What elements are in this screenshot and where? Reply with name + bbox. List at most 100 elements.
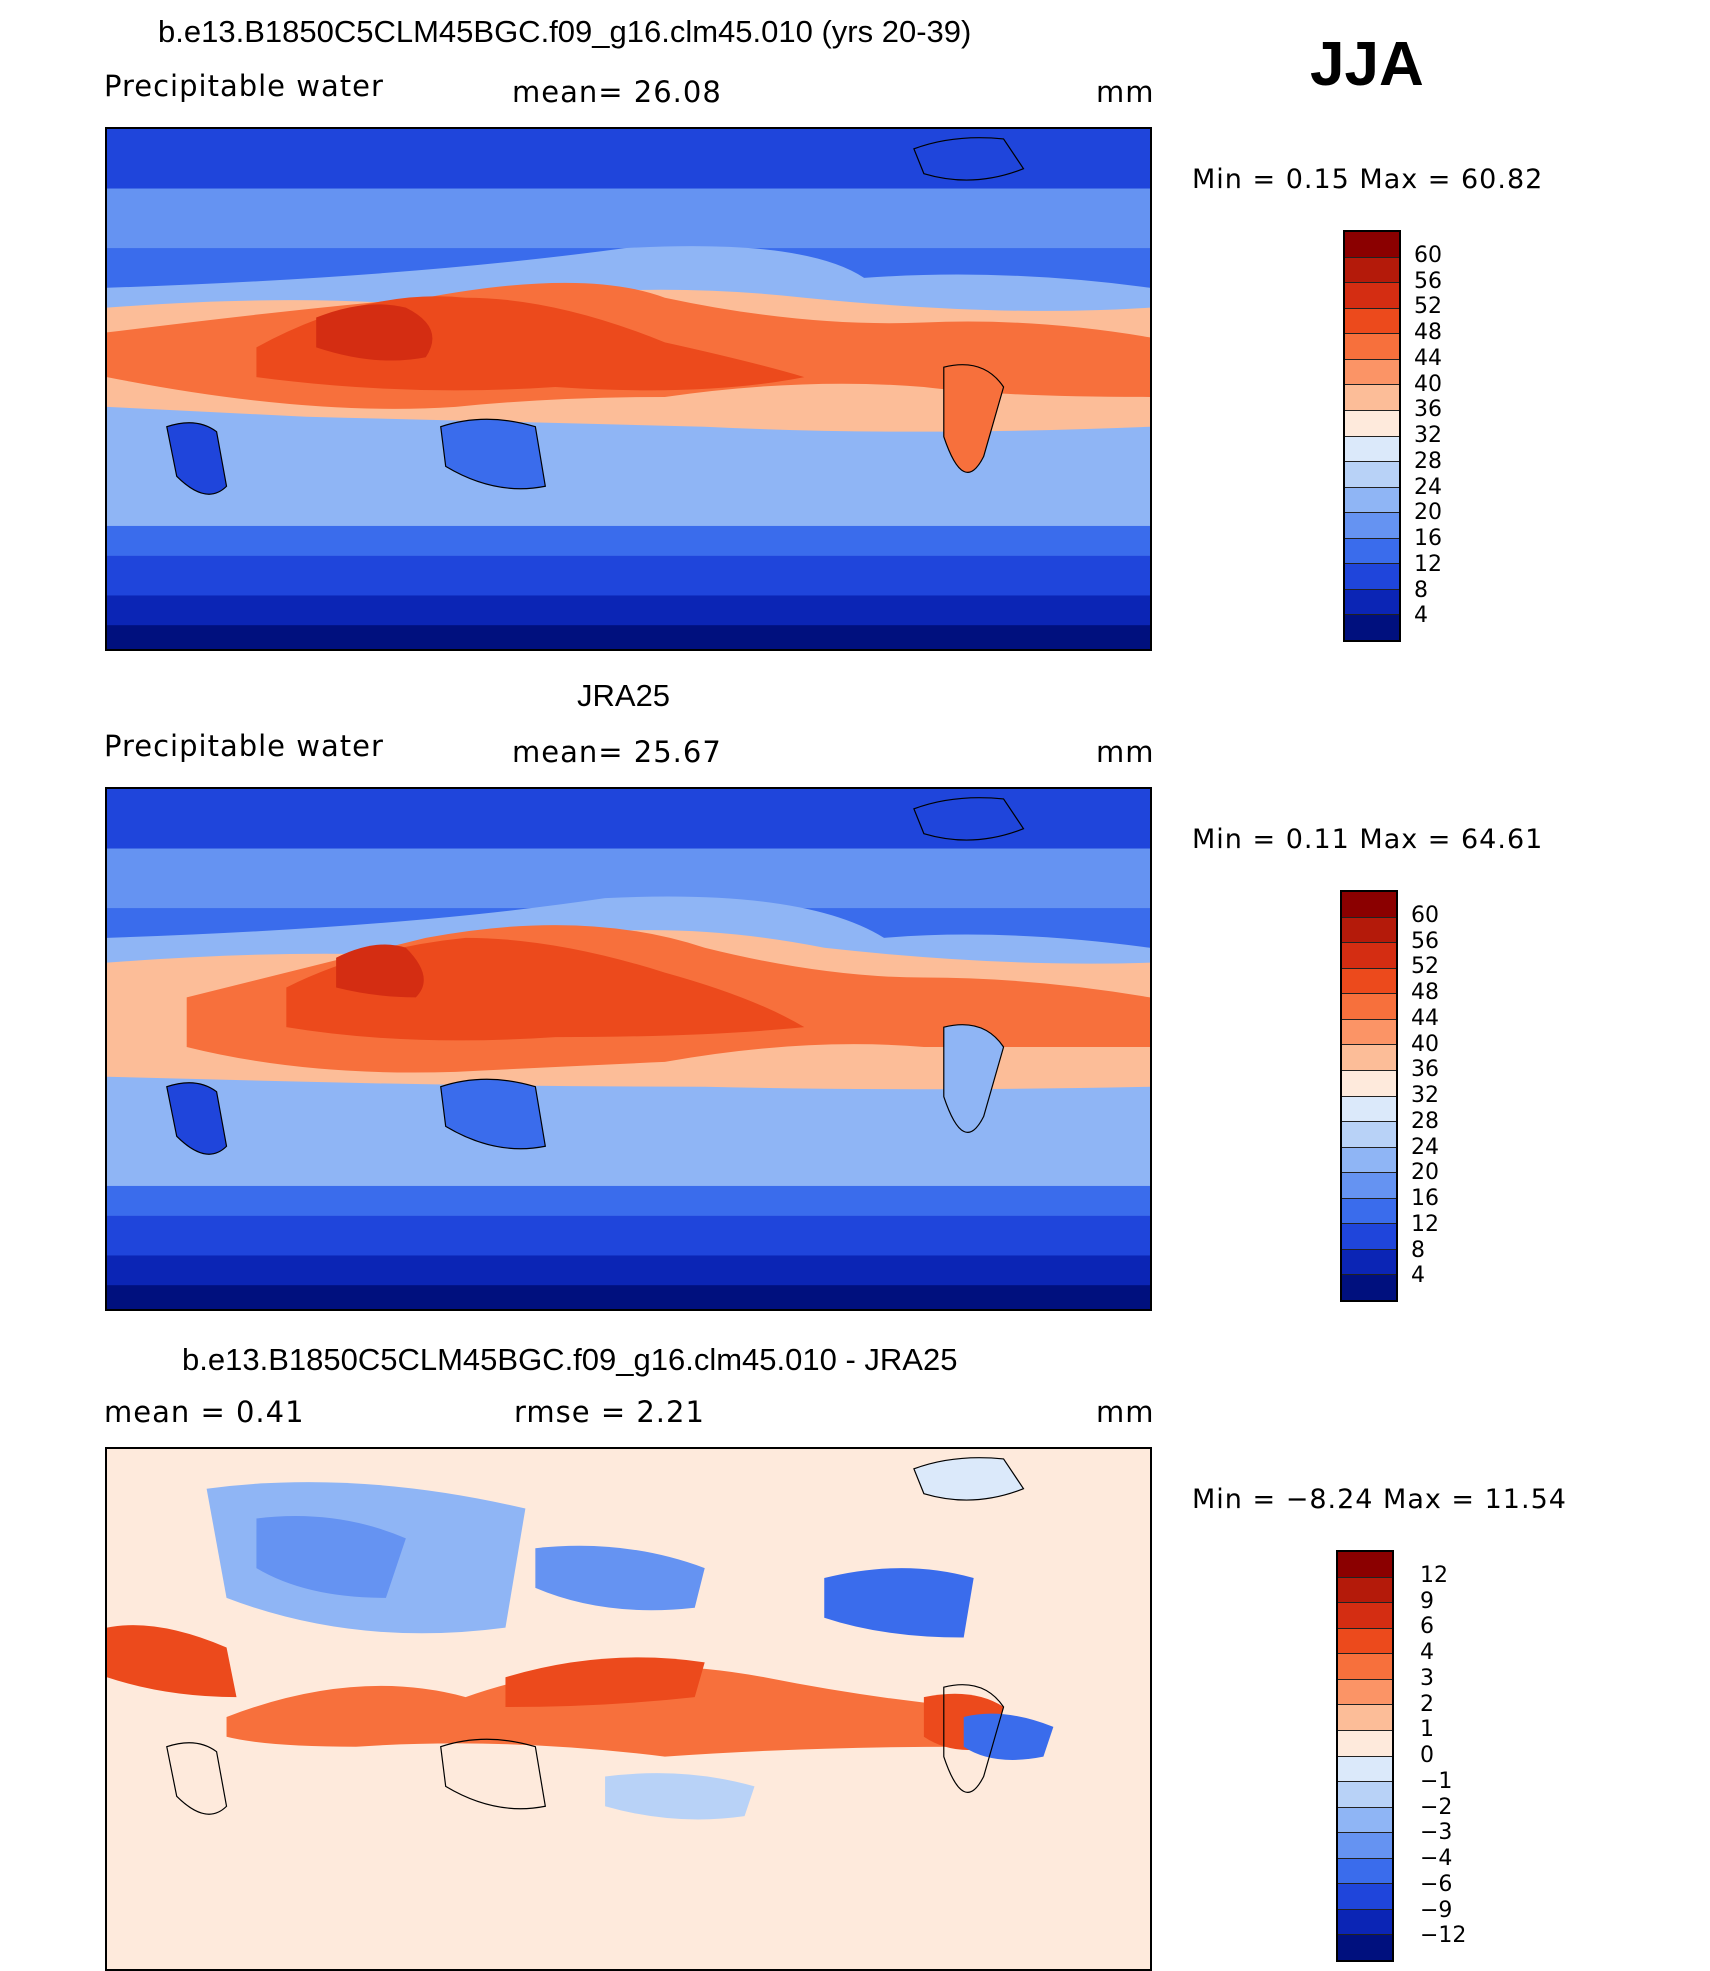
colorbar-swatch — [1342, 1019, 1396, 1046]
colorbar-tick-label: 36 — [1411, 1057, 1439, 1083]
colorbar-swatch — [1345, 283, 1399, 309]
colorbar-tick-label: 24 — [1411, 1134, 1439, 1160]
colorbar-swatch — [1338, 1552, 1392, 1578]
colorbar-tick-label: 4 — [1411, 1263, 1425, 1289]
colorbar-swatch — [1342, 968, 1396, 995]
panel2-units: mm — [1096, 735, 1155, 769]
panel3-mean: mean = 0.41 — [104, 1395, 305, 1429]
colorbar-swatch — [1342, 1045, 1396, 1071]
colorbar-tick-label: 12 — [1420, 1562, 1448, 1588]
colorbar-swatch — [1342, 892, 1396, 918]
panel2-map — [105, 787, 1152, 1311]
colorbar-tick-label: 60 — [1414, 242, 1442, 268]
colorbar-swatch — [1342, 1147, 1396, 1174]
colorbar-swatch — [1338, 1730, 1392, 1757]
colorbar-swatch — [1345, 308, 1399, 335]
panel3-title: b.e13.B1850C5CLM45BGC.f09_g16.clm45.010 … — [182, 1342, 958, 1377]
panel3-units: mm — [1096, 1395, 1155, 1429]
colorbar-swatch — [1342, 1173, 1396, 1199]
colorbar-tick-label: 16 — [1414, 526, 1442, 551]
colorbar-swatch — [1345, 513, 1399, 539]
colorbar-swatch — [1338, 1705, 1392, 1731]
colorbar-tick-label: 12 — [1414, 551, 1442, 577]
panel3-minmax: Min = −8.24 Max = 11.54 — [1192, 1484, 1567, 1515]
colorbar-swatch — [1345, 385, 1399, 411]
colorbar-swatch — [1338, 1858, 1392, 1885]
colorbar-tick-label: −12 — [1420, 1923, 1467, 1949]
colorbar-tick-label: 16 — [1411, 1186, 1439, 1211]
colorbar-tick-label: 0 — [1420, 1743, 1434, 1768]
colorbar-tick-label: 3 — [1420, 1665, 1434, 1691]
colorbar-tick-label: −9 — [1420, 1897, 1453, 1923]
colorbar-tick-label: 12 — [1411, 1211, 1439, 1237]
panel2-colorbar — [1340, 890, 1398, 1302]
colorbar-tick-label: 52 — [1414, 294, 1442, 320]
colorbar-swatch — [1338, 1603, 1392, 1629]
colorbar-tick-label: 40 — [1414, 371, 1442, 397]
colorbar-tick-label: 4 — [1420, 1640, 1434, 1665]
colorbar-swatch — [1342, 917, 1396, 944]
colorbar-tick-label: 48 — [1414, 320, 1442, 345]
colorbar-swatch — [1342, 1275, 1396, 1300]
colorbar-swatch — [1345, 462, 1399, 488]
colorbar-tick-label: −6 — [1420, 1871, 1453, 1897]
panel3-map — [105, 1447, 1152, 1971]
colorbar-swatch — [1345, 334, 1399, 360]
colorbar-tick-label: 52 — [1411, 954, 1439, 980]
colorbar-tick-label: 44 — [1414, 345, 1442, 371]
colorbar-tick-label: 32 — [1411, 1083, 1439, 1108]
colorbar-tick-label: 40 — [1411, 1031, 1439, 1057]
colorbar-tick-label: −4 — [1420, 1846, 1453, 1871]
panel3-colorbar — [1336, 1550, 1394, 1962]
colorbar-swatch — [1345, 436, 1399, 463]
colorbar-tick-label: 20 — [1414, 500, 1442, 526]
colorbar-swatch — [1345, 615, 1399, 640]
colorbar-swatch — [1338, 1756, 1392, 1783]
colorbar-swatch — [1342, 1224, 1396, 1250]
colorbar-tick-label: 48 — [1411, 980, 1439, 1005]
panel1-minmax: Min = 0.15 Max = 60.82 — [1192, 164, 1544, 195]
colorbar-swatch — [1345, 487, 1399, 514]
panel2-field-label: Precipitable water — [104, 729, 384, 763]
colorbar-tick-label: 56 — [1411, 928, 1439, 954]
colorbar-swatch — [1345, 257, 1399, 284]
colorbar-tick-label: 6 — [1420, 1614, 1434, 1640]
colorbar-tick-label: 28 — [1414, 448, 1442, 474]
colorbar-swatch — [1338, 1833, 1392, 1859]
colorbar-tick-label: 56 — [1414, 268, 1442, 294]
colorbar-swatch — [1342, 1122, 1396, 1148]
colorbar-tick-label: 9 — [1420, 1588, 1434, 1614]
panel1-colorbar — [1343, 230, 1401, 642]
colorbar-swatch — [1338, 1909, 1392, 1936]
colorbar-tick-label: −2 — [1420, 1794, 1453, 1820]
panel2-title: JRA25 — [577, 678, 671, 713]
panel1-map — [105, 127, 1152, 651]
colorbar-tick-label: 32 — [1414, 423, 1442, 448]
colorbar-swatch — [1338, 1884, 1392, 1910]
panel2-mean: mean= 25.67 — [512, 735, 722, 769]
panel2-minmax: Min = 0.11 Max = 64.61 — [1192, 824, 1544, 855]
colorbar-swatch — [1342, 943, 1396, 969]
colorbar-swatch — [1338, 1782, 1392, 1808]
colorbar-tick-label: −1 — [1420, 1768, 1453, 1794]
colorbar-tick-label: −3 — [1420, 1820, 1453, 1846]
panel1-title: b.e13.B1850C5CLM45BGC.f09_g16.clm45.010 … — [158, 14, 972, 49]
colorbar-tick-label: 24 — [1414, 474, 1442, 500]
panel3-rmse: rmse = 2.21 — [514, 1395, 705, 1429]
colorbar-swatch — [1342, 1249, 1396, 1276]
colorbar-swatch — [1338, 1935, 1392, 1960]
colorbar-swatch — [1342, 1198, 1396, 1225]
season-label: JJA — [1310, 30, 1424, 99]
colorbar-swatch — [1342, 1096, 1396, 1123]
colorbar-tick-label: 28 — [1411, 1108, 1439, 1134]
panel1-mean: mean= 26.08 — [512, 75, 722, 109]
colorbar-tick-label: 8 — [1414, 577, 1428, 603]
panel1-field-label: Precipitable water — [104, 69, 384, 103]
colorbar-swatch — [1345, 538, 1399, 565]
colorbar-swatch — [1345, 564, 1399, 590]
colorbar-tick-label: 44 — [1411, 1005, 1439, 1031]
colorbar-swatch — [1345, 410, 1399, 437]
colorbar-swatch — [1345, 359, 1399, 386]
colorbar-swatch — [1338, 1577, 1392, 1604]
colorbar-swatch — [1342, 994, 1396, 1020]
